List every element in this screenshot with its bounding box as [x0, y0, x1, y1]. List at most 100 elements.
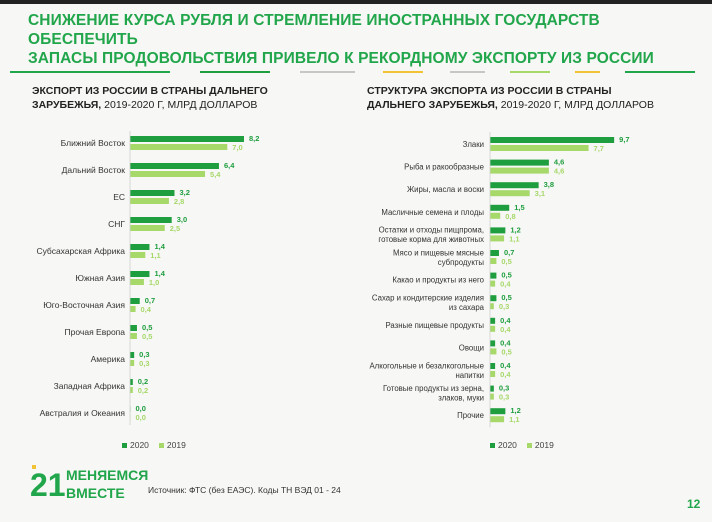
bar-2020 [490, 182, 539, 189]
category-label: Австралия и Океания [40, 408, 126, 418]
bar-2019 [130, 252, 146, 258]
logo-line-2: ВМЕСТЕ [66, 485, 125, 501]
value-label-2019: 0,5 [501, 257, 511, 266]
value-label-2020: 3,2 [179, 188, 189, 197]
value-label-2019: 0,3 [139, 359, 149, 368]
bar-2019 [130, 144, 228, 150]
bar-2019 [490, 280, 496, 287]
left-chart-title-line-1: ЭКСПОРТ ИЗ РОССИИ В СТРАНЫ ДАЛЬНЕГО [32, 85, 268, 97]
bar-2020 [130, 352, 135, 358]
value-label-2020: 0,7 [504, 248, 514, 257]
value-label-2019: 0,5 [142, 332, 152, 341]
value-label-2020: 8,2 [249, 134, 259, 143]
category-label: Остатки и отходы пищпрома, [379, 226, 484, 235]
value-label-2019: 0,2 [138, 386, 148, 395]
logo-line-1: МЕНЯЕМСЯ [66, 467, 148, 483]
legend-item-2019: 2019 [158, 440, 186, 450]
bar-2020 [490, 295, 497, 302]
right-chart-legend: 2020 2019 [490, 440, 554, 450]
right-chart-title: СТРУКТУРА ЭКСПОРТА ИЗ РОССИИ В СТРАНЫ ДА… [367, 84, 687, 112]
category-label: СНГ [108, 219, 125, 229]
legend-label-2020: 2020 [130, 440, 149, 450]
value-label-2020: 0,0 [136, 404, 146, 413]
value-label-2020: 4,6 [554, 158, 564, 167]
value-label-2020: 0,7 [145, 296, 155, 305]
left-chart-legend: 2020 2019 [122, 440, 186, 450]
category-label: Мясо и пищевые мясные [393, 248, 484, 257]
legend-item-2020: 2020 [490, 440, 517, 450]
bar-2019 [490, 190, 530, 197]
value-label-2019: 0,3 [499, 302, 509, 311]
bar-2020 [130, 217, 172, 223]
bar-2020 [490, 385, 494, 392]
value-label-2020: 0,4 [500, 316, 511, 325]
bar-2020 [130, 136, 244, 142]
bar-2019 [490, 303, 494, 310]
legend-item-2020: 2020 [122, 440, 149, 450]
category-label: Жиры, масла и воски [407, 185, 484, 194]
legend-item-2019: 2019 [526, 440, 554, 450]
category-label: Южная Азия [75, 273, 125, 283]
value-label-2020: 0,3 [139, 350, 149, 359]
left-chart-subtitle: 2019-2020 Г, МЛРД ДОЛЛАРОВ [101, 99, 258, 111]
legend-swatch-2019 [158, 443, 164, 449]
value-label-2019: 0,4 [500, 370, 511, 379]
legend-swatch-2019 [526, 443, 532, 449]
legend-swatch-2020 [122, 443, 127, 449]
source-note: Источник: ФТС (без ЕАЭС). Коды ТН ВЭД 01… [148, 485, 341, 495]
bar-2019 [490, 348, 497, 355]
bar-2019 [490, 393, 494, 400]
bar-2020 [490, 227, 506, 234]
category-label: Юго-Восточная Азия [43, 300, 125, 310]
value-label-2020: 1,2 [510, 406, 520, 415]
bar-2019 [490, 416, 505, 423]
bar-2020 [130, 298, 140, 304]
category-label: Прочая Европа [65, 327, 126, 337]
bar-2019 [130, 333, 137, 339]
slide-title-line-2: ЗАПАСЫ ПРОДОВОЛЬСТВИЯ ПРИВЕЛО К РЕКОРДНО… [28, 50, 654, 67]
bar-2019 [490, 212, 501, 219]
right-chart-title-line-2: ДАЛЬНЕГО ЗАРУБЕЖЬЯ, [367, 99, 498, 111]
value-label-2019: 2,5 [170, 224, 180, 233]
bar-2020 [130, 244, 150, 250]
value-label-2019: 2,8 [174, 197, 184, 206]
logo-dot [32, 465, 36, 469]
bar-2020 [490, 250, 499, 256]
category-label: Рыба и ракообразные [404, 163, 484, 172]
top-bar [0, 0, 712, 4]
bar-2020 [490, 317, 496, 324]
legend-label-2020: 2020 [498, 440, 517, 450]
bar-2019 [130, 171, 206, 177]
category-label: ЕС [113, 192, 125, 202]
bar-2020 [130, 271, 150, 277]
bar-2020 [130, 190, 175, 196]
page-number: 12 [687, 497, 701, 511]
value-label-2019: 0,4 [500, 280, 511, 289]
bar-2020 [130, 163, 219, 169]
category-label: Сахар и кондитерские изделия [372, 293, 484, 302]
category-label: Прочие [457, 411, 484, 420]
category-label: Дальний Восток [62, 165, 126, 175]
value-label-2019: 5,4 [210, 170, 221, 179]
legend-label-2019: 2019 [166, 440, 186, 450]
category-label: Масличные семена и плоды [381, 208, 484, 217]
category-label: злаков, муки [438, 393, 484, 402]
bar-2019 [490, 235, 505, 242]
value-label-2020: 0,4 [500, 361, 511, 370]
category-label: Ближний Восток [61, 138, 126, 148]
value-label-2020: 3,0 [177, 215, 187, 224]
value-label-2020: 0,3 [499, 384, 509, 393]
bar-2020 [490, 340, 496, 347]
category-label: Алкогольные и безалкогольные [369, 361, 484, 370]
value-label-2019: 3,1 [535, 189, 545, 198]
legend-label-2019: 2019 [534, 440, 554, 450]
value-label-2020: 1,4 [154, 269, 165, 278]
right-chart-title-line-1: СТРУКТУРА ЭКСПОРТА ИЗ РОССИИ В СТРАНЫ [367, 85, 612, 97]
value-label-2019: 0,4 [141, 305, 152, 314]
value-label-2020: 3,8 [544, 180, 554, 189]
slide-title: СНИЖЕНИЕ КУРСА РУБЛЯ И СТРЕМЛЕНИЕ ИНОСТР… [28, 11, 688, 68]
value-label-2020: 0,5 [142, 323, 152, 332]
bar-2019 [490, 325, 496, 332]
